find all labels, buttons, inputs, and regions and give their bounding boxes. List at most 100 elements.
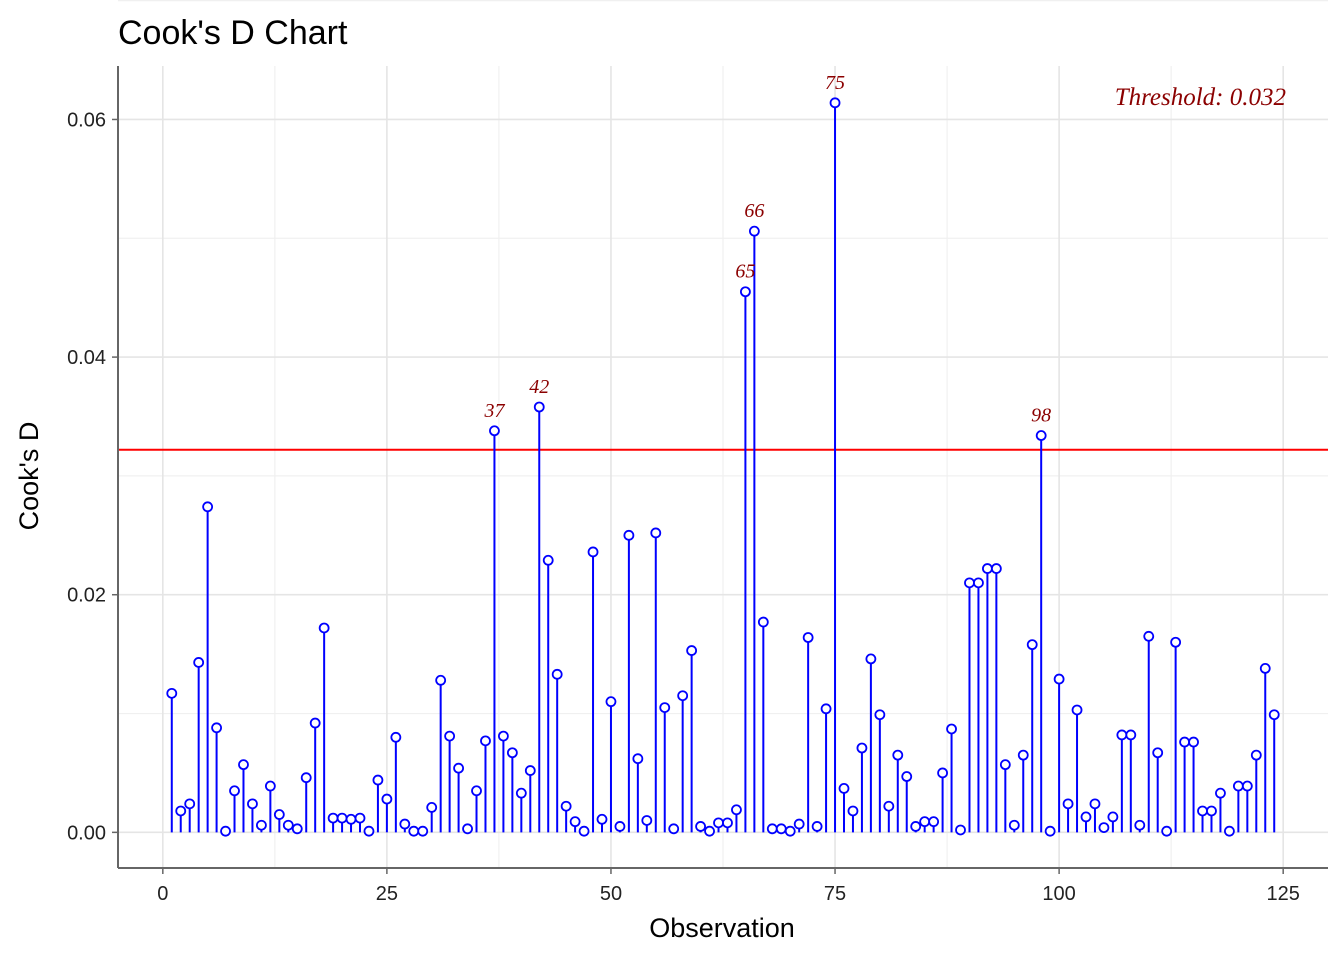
data-point bbox=[1089, 798, 1101, 810]
data-point bbox=[1179, 736, 1190, 748]
data-point bbox=[695, 821, 706, 832]
data-point bbox=[399, 818, 411, 830]
data-point bbox=[1268, 709, 1280, 721]
data-point bbox=[847, 805, 859, 817]
data-point bbox=[883, 800, 895, 812]
data-point bbox=[363, 825, 375, 837]
data-point bbox=[444, 730, 456, 742]
data-point bbox=[193, 657, 205, 668]
data-point bbox=[1206, 805, 1217, 817]
data-point bbox=[327, 812, 339, 824]
data-point bbox=[264, 780, 276, 792]
data-point bbox=[982, 563, 993, 574]
data-point bbox=[704, 825, 715, 837]
data-point bbox=[1170, 636, 1182, 648]
data-point bbox=[802, 632, 814, 643]
outlier-label-layer: 37 42 65 66 75 98 bbox=[483, 72, 1051, 427]
data-point bbox=[238, 759, 249, 771]
data-point bbox=[480, 735, 491, 747]
data-point bbox=[309, 717, 321, 729]
x-tick-label: 0 bbox=[157, 883, 168, 905]
y-tick-label: 0.02 bbox=[67, 585, 106, 607]
data-point bbox=[1161, 825, 1173, 837]
data-point bbox=[372, 774, 384, 786]
outlier-label: 98 bbox=[1031, 405, 1051, 427]
data-point bbox=[587, 546, 599, 558]
minor-gridlines bbox=[118, 0, 1328, 868]
data-point bbox=[471, 785, 482, 797]
data-point bbox=[184, 798, 196, 810]
data-point bbox=[1241, 780, 1253, 792]
data-point bbox=[1035, 430, 1047, 441]
data-point bbox=[533, 401, 545, 413]
outlier-label: 65 bbox=[735, 261, 755, 283]
axes bbox=[117, 66, 1328, 869]
data-point bbox=[865, 653, 877, 665]
data-point bbox=[955, 824, 966, 836]
data-point bbox=[1071, 704, 1083, 716]
outlier-label: 37 bbox=[483, 400, 505, 422]
chart-title: Cook's D Chart bbox=[118, 14, 348, 52]
data-point bbox=[748, 225, 760, 237]
data-point bbox=[515, 787, 527, 799]
data-point bbox=[1017, 749, 1029, 761]
data-point bbox=[677, 690, 689, 702]
data-point bbox=[1062, 798, 1074, 810]
data-point bbox=[435, 674, 447, 686]
data-point bbox=[757, 616, 769, 628]
data-point bbox=[713, 817, 724, 829]
data-point bbox=[740, 286, 751, 298]
data-point bbox=[1215, 787, 1226, 799]
data-point bbox=[901, 771, 913, 782]
data-point bbox=[498, 730, 509, 742]
data-point bbox=[1008, 819, 1020, 831]
data-point bbox=[999, 759, 1011, 771]
data-point bbox=[229, 785, 240, 797]
data-point bbox=[166, 687, 178, 699]
data-point bbox=[784, 825, 796, 837]
y-axis-title: Cook's D bbox=[14, 422, 44, 531]
data-point bbox=[506, 747, 518, 759]
data-point bbox=[775, 823, 787, 835]
data-point bbox=[1152, 747, 1164, 759]
data-point bbox=[1107, 811, 1119, 823]
data-point bbox=[722, 817, 733, 829]
y-axis-ticks: 0.00 0.02 0.04 0.06 bbox=[67, 109, 118, 844]
data-point bbox=[1080, 811, 1092, 823]
data-point bbox=[1197, 805, 1208, 817]
data-point bbox=[919, 816, 931, 828]
data-point bbox=[892, 749, 904, 761]
data-point bbox=[1143, 630, 1155, 642]
data-point bbox=[596, 813, 608, 825]
data-point bbox=[1053, 673, 1065, 685]
data-point bbox=[273, 809, 285, 820]
data-point bbox=[641, 815, 653, 826]
data-point bbox=[1188, 736, 1199, 748]
data-point bbox=[345, 813, 357, 825]
x-tick-label: 125 bbox=[1266, 883, 1299, 905]
data-point bbox=[202, 501, 214, 513]
data-point bbox=[569, 816, 581, 828]
data-point bbox=[910, 821, 922, 832]
data-point bbox=[453, 762, 464, 774]
x-axis-ticks: 0 25 50 75 100 125 bbox=[157, 868, 1300, 905]
data-point bbox=[838, 782, 850, 794]
data-point bbox=[524, 765, 536, 776]
data-point bbox=[1116, 729, 1128, 741]
data-point bbox=[964, 577, 975, 589]
y-tick-label: 0.06 bbox=[67, 109, 106, 131]
outlier-label: 75 bbox=[825, 72, 845, 94]
outlier-label: 42 bbox=[529, 376, 549, 398]
data-point bbox=[542, 554, 554, 566]
data-point bbox=[426, 802, 438, 813]
data-point bbox=[928, 816, 940, 828]
data-point bbox=[623, 529, 635, 541]
data-point bbox=[811, 821, 823, 832]
data-point bbox=[354, 812, 366, 824]
data-point bbox=[417, 825, 429, 837]
data-point bbox=[1098, 822, 1110, 834]
data-point bbox=[247, 798, 258, 810]
outlier-label: 66 bbox=[744, 200, 764, 222]
y-tick-label: 0.00 bbox=[67, 822, 106, 844]
data-point bbox=[291, 823, 303, 835]
